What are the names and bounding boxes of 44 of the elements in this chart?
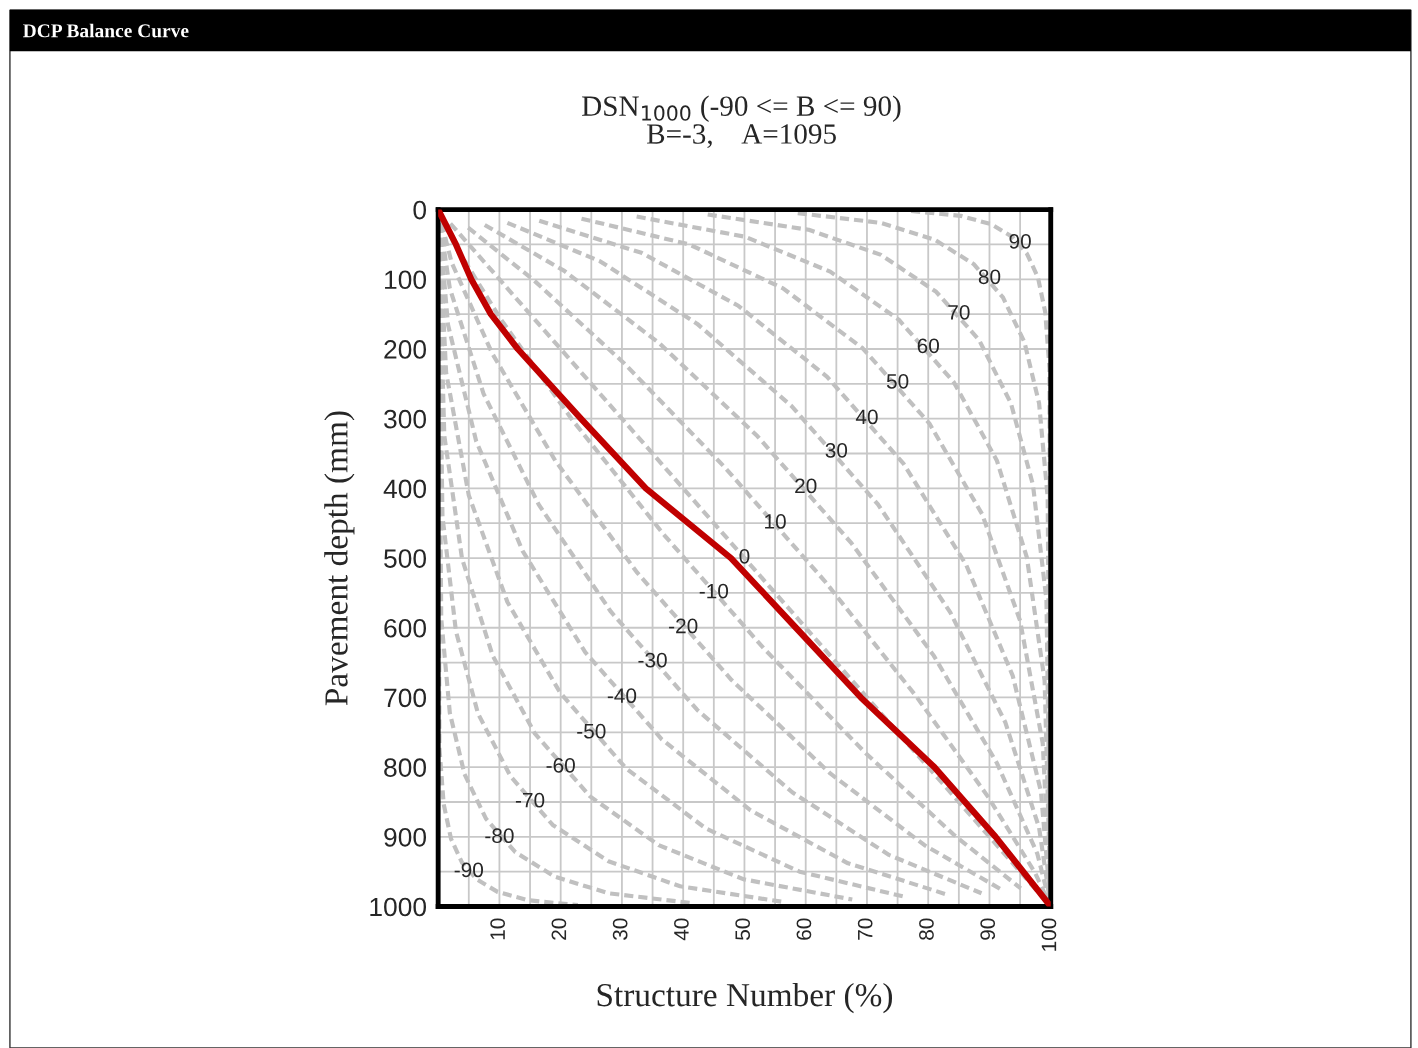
x-tick-label: 70 xyxy=(857,918,873,940)
text: DCP Balance Curve xyxy=(23,23,189,38)
y-tick-label: 900 xyxy=(384,827,427,847)
annotation: -60 xyxy=(546,757,575,773)
annotation: -40 xyxy=(607,688,637,704)
y-tick-label: 600 xyxy=(384,618,427,638)
y-tick-label: 100 xyxy=(385,270,427,290)
y-tick-label: 1000 xyxy=(370,897,427,917)
y-tick-label: 500 xyxy=(384,549,427,568)
x-tick-label: 80 xyxy=(919,918,934,940)
x-tick-label: 50 xyxy=(735,918,751,940)
x-tick-label: 60 xyxy=(796,918,812,940)
annotation: 20 xyxy=(795,478,817,494)
annotation: -10 xyxy=(699,583,729,599)
x-tick-label: 30 xyxy=(612,918,628,941)
y-tick-label: 800 xyxy=(384,758,427,777)
x-tick-label: 90 xyxy=(980,918,996,940)
annotation: 30 xyxy=(825,442,848,458)
y-tick-label: 700 xyxy=(384,688,427,708)
annotation: -80 xyxy=(485,828,514,844)
y-tick-label: 400 xyxy=(383,479,427,499)
annotation: 10 xyxy=(765,514,786,529)
x-tick-label: 10 xyxy=(490,918,506,940)
annotation: -30 xyxy=(638,652,667,668)
y-tick-label: 0 xyxy=(413,200,427,220)
y-tick-label: 300 xyxy=(384,409,427,429)
y-axis-title: Pavement depth (mm) xyxy=(324,411,355,706)
x-tick-label: 40 xyxy=(674,918,689,941)
annotation: 50 xyxy=(886,373,909,389)
x-tick-label: 100 xyxy=(1041,918,1057,951)
annotation: 80 xyxy=(978,269,1001,285)
y-tick-label: 200 xyxy=(384,340,427,359)
annotation: 60 xyxy=(917,338,939,354)
annotation: -70 xyxy=(515,792,545,808)
chart-subtitle: DSN$_{1000}$ (-90 <= B <= 90) B=-3, A=1095 xyxy=(582,95,901,149)
x-tick-label: 20 xyxy=(551,918,567,940)
annotation: -20 xyxy=(669,618,698,634)
annotation: -50 xyxy=(577,723,606,739)
x-axis-title: Structure Number (%) xyxy=(597,982,893,1014)
annotation: -90 xyxy=(454,862,484,878)
annotation: 40 xyxy=(855,409,878,425)
annotation: 90 xyxy=(1009,233,1031,249)
annotation: 0 xyxy=(739,548,750,564)
annotation: 70 xyxy=(948,304,970,320)
